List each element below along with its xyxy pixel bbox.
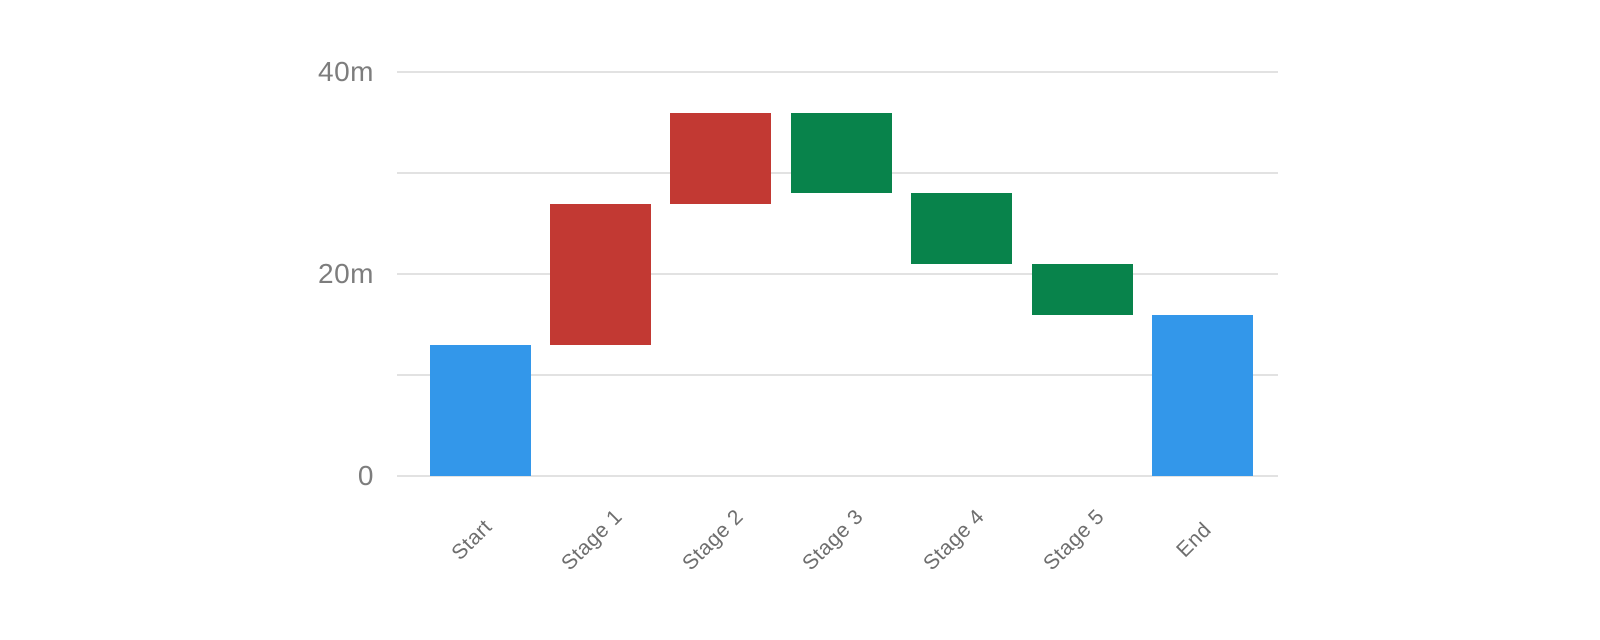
x-label-stage-3: Stage 3 [798,505,869,575]
bar-start[interactable] [429,344,531,476]
bar-end[interactable] [1151,314,1253,476]
bar-stage-2[interactable] [670,112,772,204]
gridline-0 [397,475,1278,477]
bar-stage-5[interactable] [1031,264,1133,315]
x-label-stage-5: Stage 5 [1039,505,1109,575]
y-tick-label-40: 40m [318,56,374,88]
x-label-stage-1: Stage 1 [557,505,628,575]
x-label-stage-2: Stage 2 [677,505,748,575]
bar-stage-3[interactable] [790,112,892,194]
gridline-10 [397,374,1278,377]
y-tick-label-0: 0 [357,460,374,491]
gridline-40 [397,71,1278,74]
x-label-start: Start [447,515,497,565]
x-label-stage-4: Stage 4 [918,505,989,575]
bar-stage-4[interactable] [911,193,1013,265]
gridline-20 [397,273,1278,276]
x-label-end: End [1172,518,1217,562]
y-tick-label-20: 20m [318,258,374,290]
bar-stage-1[interactable] [549,203,651,345]
